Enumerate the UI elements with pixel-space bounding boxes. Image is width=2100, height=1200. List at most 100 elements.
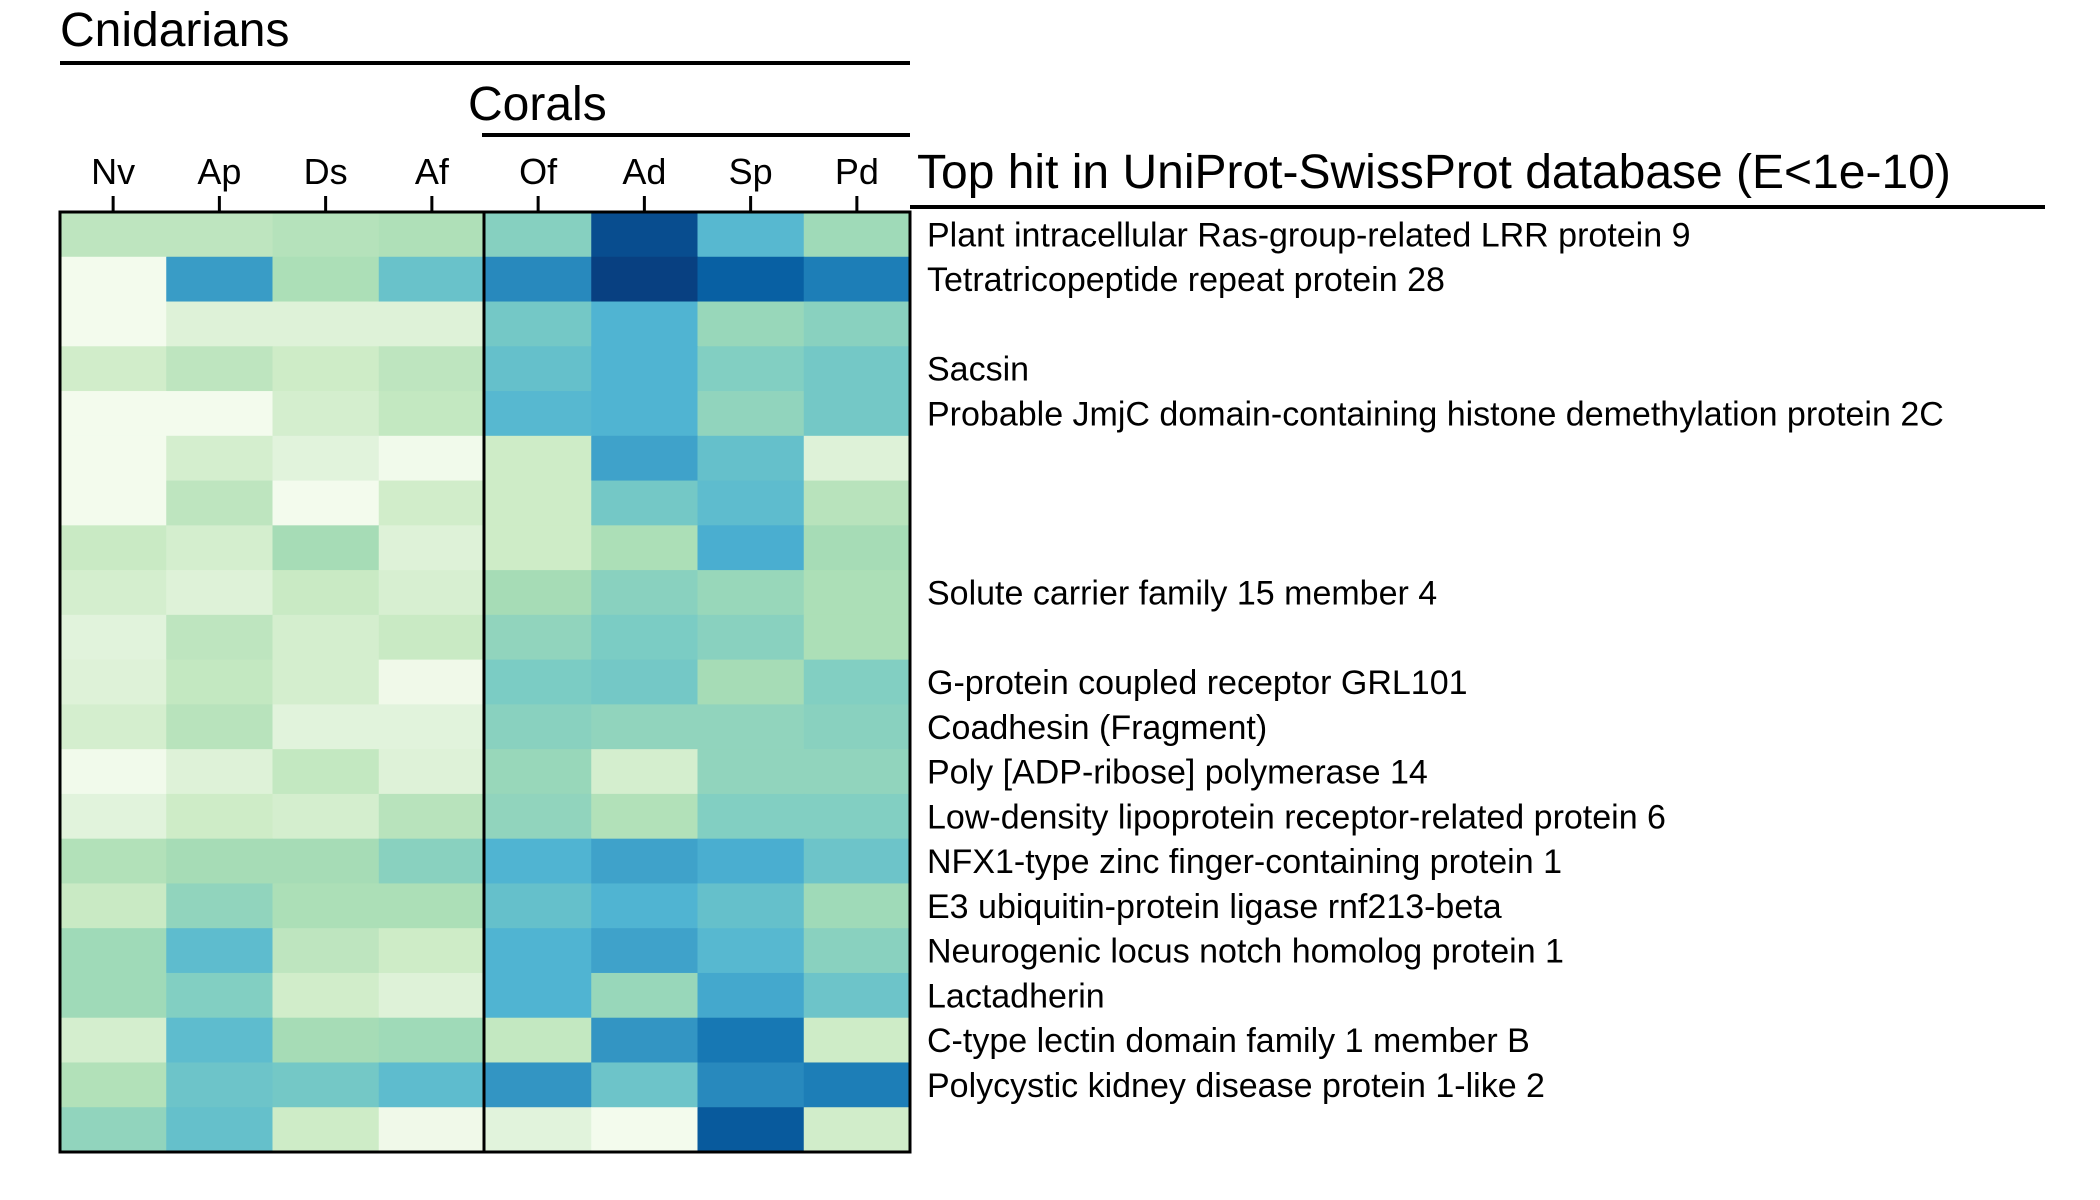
heatmap-cell (166, 346, 274, 392)
heatmap-cell (697, 704, 805, 750)
heatmap-cell (697, 301, 805, 347)
heatmap-cell (697, 256, 805, 303)
heatmap-cell (378, 793, 486, 840)
row-label: Neurogenic locus notch homolog protein 1 (927, 933, 1564, 971)
heatmap-cell (60, 614, 167, 661)
heatmap-cell (272, 614, 380, 661)
row-label: Probable JmjC domain-containing histone … (927, 395, 1944, 433)
heatmap-cell (803, 614, 911, 661)
heatmap-cell (166, 838, 274, 885)
row-label: Low-density lipoprotein receptor-related… (927, 798, 1666, 836)
heatmap-cell (272, 435, 380, 482)
heatmap-cell (591, 1107, 699, 1153)
heatmap-cell (485, 614, 592, 661)
heatmap-cell (60, 570, 167, 616)
heatmap-cell (591, 256, 699, 303)
heatmap-cell (166, 435, 274, 482)
heatmap-cell (378, 435, 486, 482)
heatmap-cell (803, 391, 911, 437)
heatmap-cell (803, 1017, 911, 1064)
row-label: Tetratricopeptide repeat protein 28 (927, 261, 1445, 299)
row-label: E3 ubiquitin-protein ligase rnf213-beta (927, 888, 1502, 926)
heatmap-cell (591, 570, 699, 616)
heatmap-cell (697, 749, 805, 795)
heatmap-cell (378, 1062, 486, 1108)
heatmap-cell (166, 301, 274, 347)
heatmap-cell (591, 435, 699, 482)
heatmap-cell (485, 346, 592, 392)
heatmap-cell (166, 525, 274, 571)
heatmap-cell (272, 346, 380, 392)
heatmap-cell (591, 346, 699, 392)
heatmap-cell (378, 749, 486, 795)
heatmap-cell (272, 301, 380, 347)
heatmap-cell (803, 749, 911, 795)
heatmap-cell (697, 346, 805, 392)
heatmap-cell (697, 793, 805, 840)
row-label: Lactadherin (927, 977, 1105, 1015)
heatmap-cell (272, 793, 380, 840)
heatmap-cell (166, 749, 274, 795)
heatmap-cell (591, 525, 699, 571)
heatmap-cell (272, 480, 380, 526)
heatmap-cell (272, 659, 380, 705)
heatmap-cell (697, 1062, 805, 1108)
heatmap-cell (272, 570, 380, 616)
heatmap-cell (485, 1017, 592, 1064)
heatmap-cell (591, 749, 699, 795)
heatmap-cell (485, 570, 592, 616)
heatmap-cell (485, 659, 592, 705)
heatmap-cell (697, 525, 805, 571)
heatmap-cell (591, 1017, 699, 1064)
heatmap-cell (803, 928, 911, 974)
heatmap-cell (485, 883, 592, 929)
heatmap-cell (272, 883, 380, 929)
column-label: Sp (729, 151, 773, 192)
heatmap-cell (272, 525, 380, 571)
heatmap-cell (697, 614, 805, 661)
heatmap-cell (60, 1017, 167, 1064)
heatmap-cell (166, 1017, 274, 1064)
heatmap-cell (166, 391, 274, 437)
heatmap-cell (60, 391, 167, 437)
heatmap-cell (485, 480, 592, 526)
heatmap-cell (591, 659, 699, 705)
heatmap-cell (591, 793, 699, 840)
heatmap-cell (697, 972, 805, 1019)
heatmap-cell (485, 1062, 592, 1108)
heatmap-cell (485, 793, 592, 840)
heatmap-cell (697, 883, 805, 929)
heatmap-cell (378, 525, 486, 571)
heatmap-cell (166, 570, 274, 616)
heatmap-cell (272, 1062, 380, 1108)
heatmap-cell (697, 928, 805, 974)
heatmap-cell (166, 883, 274, 929)
heatmap-cell (378, 301, 486, 347)
heatmap-cell (591, 212, 699, 258)
column-label: Nv (91, 151, 135, 192)
heatmap-cell (803, 793, 911, 840)
heatmap-cell (272, 928, 380, 974)
row-label: Coadhesin (Fragment) (927, 709, 1267, 747)
heatmap-cell (60, 838, 167, 885)
heatmap-cell (485, 749, 592, 795)
heatmap-cell (378, 570, 486, 616)
heatmap-cell (60, 1107, 167, 1153)
heatmap-cell (60, 480, 167, 526)
heatmap-cell (697, 391, 805, 437)
heatmap-cell (803, 1062, 911, 1108)
heatmap-cell (591, 1062, 699, 1108)
heatmap-cell (60, 972, 167, 1019)
heatmap-cell (803, 838, 911, 885)
heatmap-cell (803, 480, 911, 526)
column-label: Pd (835, 151, 879, 192)
heatmap-cell (803, 256, 911, 303)
heatmap-cell (378, 480, 486, 526)
heatmap-cell (803, 435, 911, 482)
column-label: Ap (197, 151, 241, 192)
heatmap-cell (272, 704, 380, 750)
heatmap-cell (591, 704, 699, 750)
heatmap-cell (803, 972, 911, 1019)
heatmap-cell (60, 301, 167, 347)
